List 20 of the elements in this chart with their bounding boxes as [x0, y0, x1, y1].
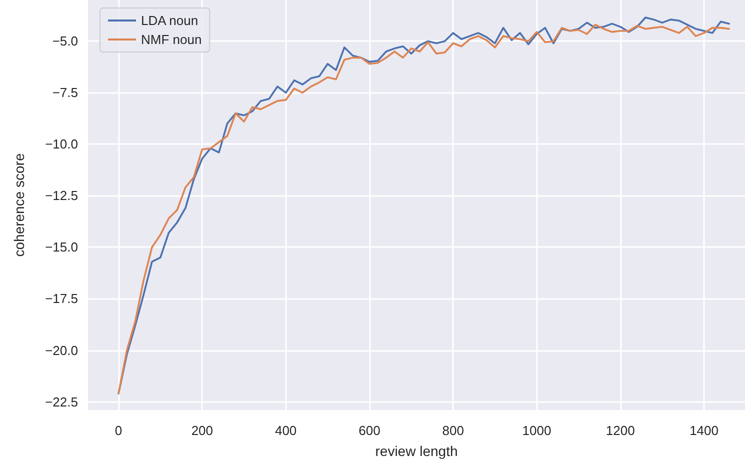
x-tick-label: 1400 — [690, 423, 718, 438]
x-tick-label: 600 — [358, 423, 380, 438]
y-tick-label: −22.5 — [45, 394, 78, 410]
x-axis-title: review length — [375, 443, 458, 459]
y-tick-label: −5.0 — [52, 34, 78, 49]
x-tick-label: 400 — [274, 423, 297, 438]
x-tick-label: 0 — [114, 423, 122, 438]
y-tick-label: −17.5 — [45, 291, 78, 306]
y-tick-label: −15.0 — [45, 240, 78, 255]
x-tick-label: 1200 — [606, 423, 635, 438]
y-tick-label: −12.5 — [45, 188, 78, 204]
legend-label: NMF noun — [141, 32, 202, 47]
y-axis-title: coherence score — [11, 153, 27, 257]
y-tick-label: −7.5 — [52, 85, 78, 100]
y-tick-label: −20.0 — [45, 342, 78, 358]
y-tick-label: −10.0 — [45, 136, 78, 152]
x-tick-label: 200 — [191, 423, 214, 438]
legend-label: LDA noun — [141, 13, 198, 28]
x-tick-label: 800 — [442, 423, 464, 438]
x-tick-label: 1000 — [522, 423, 552, 438]
